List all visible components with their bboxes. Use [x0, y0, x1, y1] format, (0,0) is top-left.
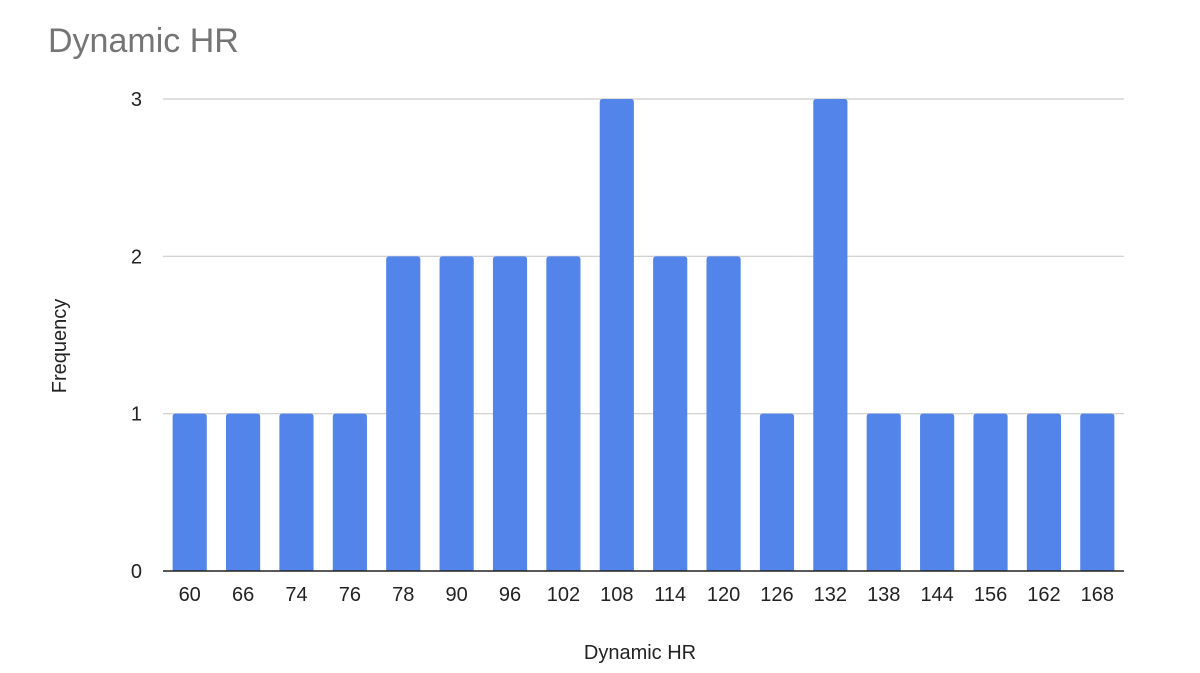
gridlines — [163, 98, 1124, 415]
bars — [172, 99, 1115, 571]
x-tick-label: 108 — [600, 584, 633, 606]
bar-156 — [973, 413, 1008, 571]
x-tick-label: 120 — [707, 584, 740, 606]
bar-144 — [920, 413, 955, 571]
bar-120 — [706, 256, 741, 571]
bar-108 — [599, 99, 634, 571]
bar-162 — [1026, 413, 1062, 571]
tick-labels: 0 1 2 3 60 66 74 76 78 90 96 102 108 114 120 126 132 138 1… — [131, 89, 1114, 606]
chart-title: Dynamic HR — [48, 22, 239, 60]
bar-60 — [172, 413, 207, 571]
bar-78 — [386, 256, 421, 571]
x-tick-label: 76 — [339, 584, 361, 606]
x-tick-label: 126 — [760, 584, 793, 606]
x-tick-label: 102 — [547, 584, 580, 606]
x-tick-label: 60 — [179, 584, 201, 606]
bar-168 — [1080, 413, 1115, 571]
bar-138 — [866, 413, 901, 571]
x-tick-label: 74 — [285, 584, 307, 606]
bar-114 — [653, 256, 688, 571]
x-tick-label: 66 — [232, 584, 254, 606]
bar-132 — [813, 99, 848, 571]
y-tick-label: 3 — [131, 89, 142, 111]
x-tick-label: 96 — [499, 584, 521, 606]
x-tick-label: 78 — [392, 584, 414, 606]
x-tick-label: 156 — [974, 584, 1007, 606]
y-tick-label: 2 — [131, 246, 142, 268]
bar-90 — [439, 256, 474, 571]
y-axis-title: Frequency — [49, 299, 71, 394]
x-tick-label: 144 — [920, 584, 953, 606]
x-tick-label: 132 — [814, 584, 847, 606]
x-axis-title: Dynamic HR — [584, 642, 696, 664]
y-tick-label: 1 — [131, 404, 142, 426]
bar-66 — [225, 413, 261, 571]
bar-102 — [546, 256, 581, 571]
x-tick-label: 162 — [1027, 584, 1060, 606]
bar-76 — [332, 413, 367, 571]
bar-96 — [492, 256, 528, 571]
x-tick-label: 90 — [446, 584, 468, 606]
y-tick-label: 0 — [131, 561, 142, 583]
x-tick-label: 168 — [1081, 584, 1114, 606]
x-tick-label: 114 — [654, 584, 686, 606]
x-tick-label: 138 — [867, 584, 900, 606]
bar-74 — [279, 413, 314, 571]
bar-126 — [759, 413, 795, 571]
